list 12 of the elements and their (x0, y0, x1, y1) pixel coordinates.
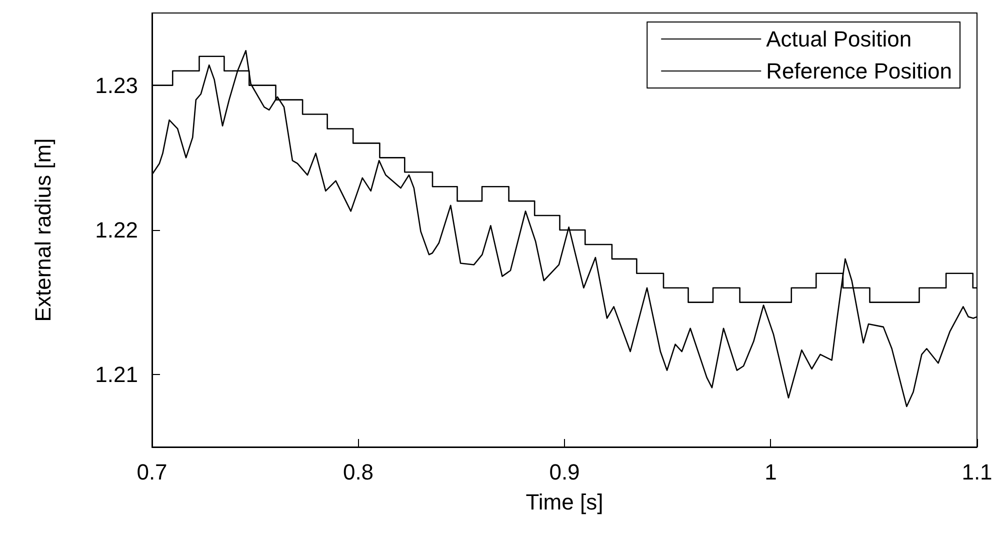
x-tick-label: 1.1 (962, 460, 992, 484)
x-axis-title: Time [s] (526, 490, 604, 514)
x-tick-label: 1 (764, 460, 777, 484)
y-tick-label: 1.21 (95, 362, 138, 388)
y-axis-title: External radius [m] (30, 138, 56, 322)
legend-label: Actual Position (766, 26, 912, 52)
y-tick-label: 1.23 (95, 72, 138, 98)
x-tick-label: 0.8 (342, 460, 374, 484)
x-tick-label: 0.9 (549, 460, 580, 484)
x-tick-label: 0.7 (136, 460, 168, 484)
y-tick-label: 1.22 (95, 218, 138, 242)
legend-label: Reference Position (766, 58, 952, 84)
